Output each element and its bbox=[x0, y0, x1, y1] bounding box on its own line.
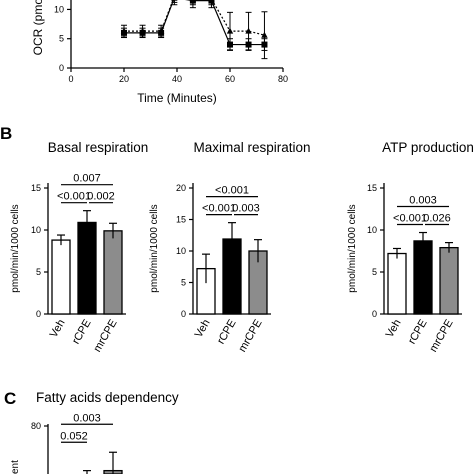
maximal-p-value: <0.001 bbox=[215, 185, 249, 197]
maximal-y-axis-label: pmol/min/1000 cells bbox=[149, 204, 160, 292]
maximal-y-tick-label: 10 bbox=[176, 246, 186, 256]
basal-category-label: mrCPE bbox=[91, 318, 119, 355]
ocr-y-tick-label: 0 bbox=[59, 63, 64, 73]
basal-bar bbox=[103, 230, 123, 315]
atp-y-axis-label: pmol/min/1000 cells bbox=[347, 204, 358, 292]
atp-y-tick-label: 0 bbox=[372, 309, 377, 319]
atp-y-tick-label: 15 bbox=[367, 183, 377, 193]
maximal-y-tick-label: 20 bbox=[176, 183, 186, 193]
ocr-x-axis-label: Time (Minutes) bbox=[137, 91, 217, 105]
basal-title: Basal respiration bbox=[48, 140, 149, 155]
maximal-y-tick-label: 0 bbox=[181, 309, 186, 319]
atp-y-tick-label: 10 bbox=[367, 225, 377, 235]
ocr-y-tick-label: 10 bbox=[54, 4, 64, 14]
ocr-y-axis-label: OCR (pmo bbox=[31, 0, 45, 55]
atp-bar bbox=[439, 246, 459, 315]
ocr-point bbox=[261, 31, 268, 38]
basal-category-label: rCPE bbox=[70, 318, 94, 347]
maximal-chart: Maximal respiration 0 5 10 15 20 pmol/min/1000… bbox=[149, 140, 311, 354]
basal-y-tick-label: 15 bbox=[31, 183, 41, 193]
basal-chart: Basal respiration 0 5 10 15 pmol/min/1000 cel… bbox=[10, 140, 148, 354]
ocr-y-tick-label: 5 bbox=[59, 34, 64, 44]
basal-y-tick-label: 10 bbox=[31, 225, 41, 235]
ocr-point bbox=[208, 0, 215, 2]
basal-y-tick-label: 5 bbox=[36, 267, 41, 277]
panel-label-b: B bbox=[0, 124, 12, 143]
atp-bar bbox=[387, 252, 407, 315]
maximal-category-label: Veh bbox=[193, 318, 213, 340]
basal-p-value: 0.007 bbox=[73, 173, 101, 185]
ocr-x-tick-label: 20 bbox=[119, 74, 129, 84]
maximal-category-label: rCPE bbox=[215, 318, 239, 347]
atp-title: ATP production bbox=[382, 140, 474, 155]
atp-category-label: mrCPE bbox=[427, 318, 455, 355]
atp-p-value: 0.003 bbox=[409, 195, 437, 207]
basal-y-axis-label: pmol/min/1000 cells bbox=[10, 204, 21, 292]
ocr-x-tick-label: 40 bbox=[172, 74, 182, 84]
atp-bar bbox=[413, 240, 433, 315]
ocr-x-tick-label: 60 bbox=[225, 74, 235, 84]
basal-y-tick-label: 0 bbox=[36, 309, 41, 319]
atp-p-value: <0.001 bbox=[393, 213, 427, 225]
fatty-y-axis-label: ent bbox=[10, 460, 21, 474]
basal-bar bbox=[77, 221, 97, 315]
ocr-x-tick-label: 80 bbox=[278, 74, 288, 84]
basal-bar bbox=[51, 239, 71, 315]
ocr-point bbox=[245, 27, 252, 34]
basal-p-value: 0.002 bbox=[87, 191, 115, 203]
atp-p-value: 0.026 bbox=[423, 213, 451, 225]
maximal-p-value: 0.003 bbox=[232, 203, 260, 215]
ocr-x-tick-label: 0 bbox=[68, 74, 73, 84]
maximal-y-tick-label: 15 bbox=[176, 215, 186, 225]
atp-category-label: rCPE bbox=[406, 318, 430, 347]
ocr-point bbox=[139, 27, 146, 34]
atp-y-tick-label: 5 bbox=[372, 267, 377, 277]
atp-category-label: Veh bbox=[384, 318, 404, 340]
fatty-title: Fatty acids dependency bbox=[36, 390, 179, 405]
ocr-chart: 0 20 40 60 80 0 5 10 Time (Minutes) OCR (pmo bbox=[31, 0, 288, 105]
ocr-point bbox=[226, 27, 234, 34]
ocr-point bbox=[157, 27, 165, 34]
maximal-p-value: <0.001 bbox=[202, 203, 236, 215]
charts-layer: 0 20 40 60 80 0 5 10 Time (Minutes) OCR (pmo Basal… bbox=[10, 0, 474, 474]
ocr-point bbox=[120, 27, 128, 34]
ocr-point bbox=[189, 0, 197, 2]
fatty-p-value: 0.003 bbox=[73, 412, 101, 424]
atp-chart: ATP production 0 5 10 15 pmol/min/1000 cells V… bbox=[347, 140, 474, 354]
maximal-category-label: mrCPE bbox=[236, 318, 264, 355]
ocr-series-line bbox=[124, 0, 265, 36]
fatty-y-tick-label: 80 bbox=[31, 421, 41, 431]
maximal-y-tick-label: 5 bbox=[181, 278, 186, 288]
basal-p-value: <0.001 bbox=[57, 191, 91, 203]
panel-label-c: C bbox=[4, 389, 16, 408]
maximal-title: Maximal respiration bbox=[193, 140, 310, 155]
basal-category-label: Veh bbox=[48, 318, 68, 340]
fatty-p-value: 0.052 bbox=[60, 430, 88, 442]
